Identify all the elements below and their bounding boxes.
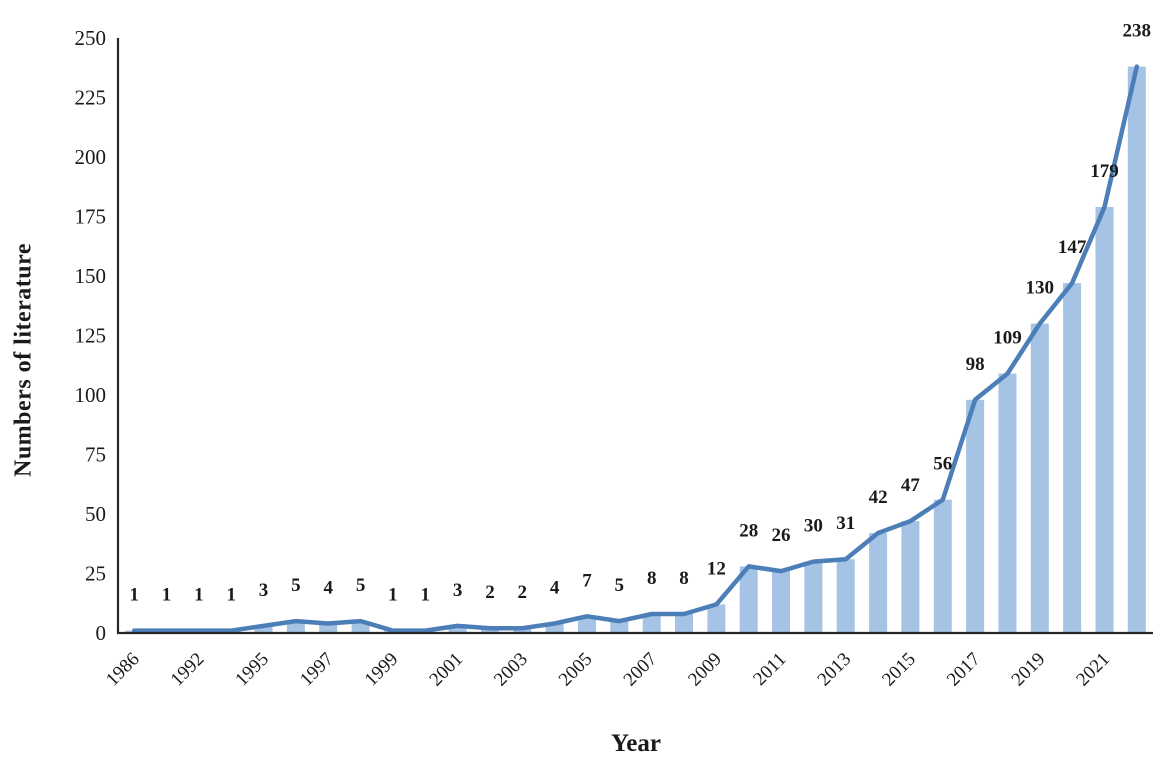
bar xyxy=(772,571,790,633)
bar xyxy=(448,625,467,633)
bar xyxy=(1095,207,1114,633)
data-label: 3 xyxy=(453,580,463,601)
data-label: 1 xyxy=(226,585,236,606)
y-tick-label: 25 xyxy=(85,562,106,586)
data-label: 31 xyxy=(836,513,855,534)
data-label: 7 xyxy=(582,570,592,591)
bar xyxy=(1030,323,1049,633)
x-tick-label: 1997 xyxy=(296,649,338,691)
x-tick-label: 2001 xyxy=(425,649,467,691)
y-tick-label: 150 xyxy=(75,264,107,288)
data-label: 5 xyxy=(615,575,625,596)
data-label: 42 xyxy=(869,487,888,508)
bar xyxy=(966,399,985,633)
y-tick-label: 75 xyxy=(85,443,106,467)
x-tick-label: 1986 xyxy=(102,649,144,691)
y-tick-label: 100 xyxy=(75,383,107,407)
data-label: 5 xyxy=(291,575,301,596)
bar xyxy=(707,604,726,633)
data-label: 2 xyxy=(485,582,495,603)
data-label: 238 xyxy=(1123,21,1152,42)
bar xyxy=(933,499,952,633)
data-label: 1 xyxy=(194,585,204,606)
data-label: 1 xyxy=(162,585,172,606)
x-tick-label: 2013 xyxy=(814,649,856,691)
x-tick-label: 2021 xyxy=(1072,649,1114,691)
bar xyxy=(1127,66,1146,634)
y-tick-label: 200 xyxy=(75,145,107,169)
y-tick-label: 225 xyxy=(75,86,107,110)
x-tick-label: 2011 xyxy=(749,649,790,690)
data-label: 179 xyxy=(1090,161,1119,182)
x-tick-label: 2015 xyxy=(878,649,920,691)
bar xyxy=(1063,283,1082,633)
bar xyxy=(481,628,499,633)
x-tick-label: 2019 xyxy=(1008,649,1050,691)
bar xyxy=(319,623,338,633)
x-tick-label: 2005 xyxy=(555,649,597,691)
bar xyxy=(998,373,1017,633)
y-tick-label: 250 xyxy=(75,26,107,50)
data-label: 8 xyxy=(647,568,657,589)
data-label: 12 xyxy=(707,558,726,579)
x-tick-label: 2009 xyxy=(684,649,726,691)
bar xyxy=(578,616,596,633)
y-tick-label: 175 xyxy=(75,205,107,229)
bar xyxy=(513,628,532,633)
data-label: 4 xyxy=(550,578,560,599)
x-tick-label: 1999 xyxy=(361,649,403,691)
y-tick-label: 0 xyxy=(96,621,107,645)
bar xyxy=(286,621,305,633)
bar xyxy=(739,566,758,633)
data-label: 28 xyxy=(739,520,758,541)
data-label: 109 xyxy=(993,328,1022,349)
bar xyxy=(254,625,273,633)
y-axis-title: Numbers of literature xyxy=(10,243,37,477)
bar xyxy=(675,614,693,633)
data-label: 2 xyxy=(518,582,528,603)
bar xyxy=(901,521,920,633)
data-label: 56 xyxy=(933,454,952,475)
data-label: 47 xyxy=(901,475,921,496)
data-label: 1 xyxy=(129,585,139,606)
bar xyxy=(351,621,370,633)
bar xyxy=(610,621,629,633)
x-tick-label: 2003 xyxy=(490,649,532,691)
data-label: 1 xyxy=(421,585,431,606)
x-tick-label: 1995 xyxy=(231,649,273,691)
data-label: 26 xyxy=(772,525,791,546)
data-label: 147 xyxy=(1058,237,1087,258)
bar xyxy=(804,561,823,633)
data-label: 1 xyxy=(388,585,398,606)
bar xyxy=(545,623,564,633)
y-tick-label: 50 xyxy=(85,502,106,526)
trend-line xyxy=(131,64,1140,633)
y-tick-label: 125 xyxy=(75,324,107,348)
data-label: 3 xyxy=(259,580,269,601)
data-label: 130 xyxy=(1026,278,1055,299)
data-label: 30 xyxy=(804,516,823,537)
bar xyxy=(642,614,661,633)
data-label: 98 xyxy=(966,354,985,375)
x-tick-label: 2007 xyxy=(620,649,662,691)
bar xyxy=(836,559,855,633)
data-label: 5 xyxy=(356,575,366,596)
data-label: 8 xyxy=(679,568,689,589)
x-tick-label: 2017 xyxy=(943,649,985,691)
data-label: 4 xyxy=(323,578,333,599)
x-tick-label: 1992 xyxy=(167,649,209,691)
x-axis-title: Year xyxy=(611,730,661,757)
bar xyxy=(869,533,888,633)
